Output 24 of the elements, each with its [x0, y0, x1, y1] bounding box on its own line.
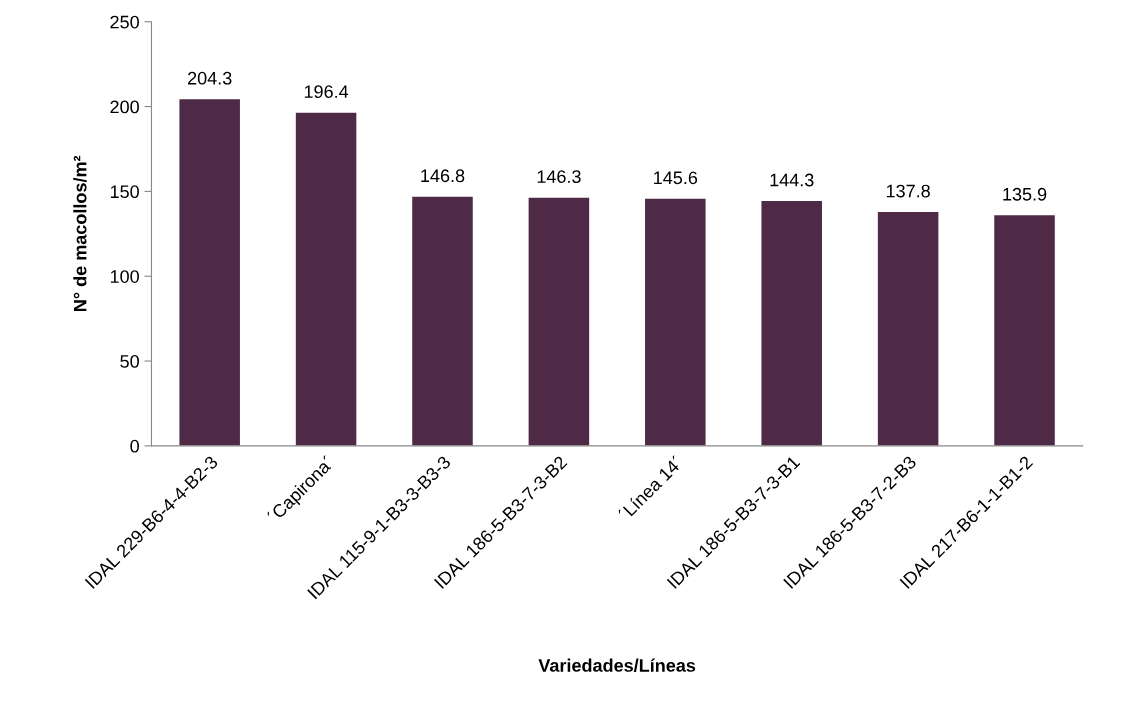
data-label: 145.6: [654, 171, 698, 185]
bar: [528, 197, 590, 446]
x-axis-title: Variedades/Líneas: [538, 658, 696, 673]
data-label: 137.8: [886, 184, 930, 198]
bar: [761, 201, 822, 446]
y-tick-label: 50: [120, 354, 139, 368]
y-tick-label: 150: [110, 185, 139, 199]
data-label: 146.3: [537, 170, 581, 183]
bar: [412, 196, 473, 446]
y-tick-label: 0: [130, 439, 139, 453]
bar: [994, 215, 1055, 446]
y-axis-title: N° de macollos/m²: [73, 155, 87, 311]
bar: [179, 99, 240, 446]
data-label: 146.8: [421, 169, 465, 183]
y-tick-label: 100: [110, 270, 139, 283]
data-label: 196.4: [304, 85, 349, 98]
bar: [877, 212, 939, 446]
data-label: 204.3: [187, 71, 232, 85]
y-tick-label: 250: [110, 15, 139, 29]
data-label: 144.3: [770, 173, 814, 187]
y-tick-label: 200: [110, 100, 139, 114]
data-label: 135.9: [1003, 187, 1047, 201]
bar: [645, 198, 706, 446]
bar: [295, 112, 357, 446]
